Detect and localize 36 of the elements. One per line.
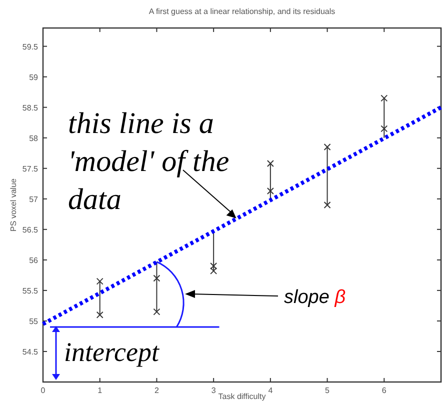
point <box>210 262 218 270</box>
y-tick-label: 57.5 <box>22 164 39 174</box>
y-tick-label: 55.5 <box>22 286 39 296</box>
point <box>324 144 331 151</box>
x-axis-title: Task difficulty <box>218 392 266 401</box>
y-tick-label: 59 <box>29 72 39 82</box>
x-tick-label: 1 <box>98 386 103 395</box>
point <box>380 125 388 132</box>
x-tick-label: 6 <box>382 386 387 395</box>
y-tick-label: 57 <box>29 194 39 204</box>
point <box>324 202 331 208</box>
point <box>210 267 218 274</box>
x-tick-label: 3 <box>211 386 216 395</box>
y-tick-label: 54.5 <box>22 347 39 356</box>
y-tick-label: 58.5 <box>22 103 39 112</box>
annotation: this line is a 'model' of the data <box>68 107 230 216</box>
annotation: slope β <box>284 287 346 308</box>
point <box>96 311 104 318</box>
point <box>380 94 388 102</box>
point <box>96 278 104 285</box>
y-axis-title: PS voxel value <box>9 178 18 232</box>
x-tick-label: 4 <box>268 386 274 395</box>
point <box>266 187 274 194</box>
point <box>153 308 160 316</box>
point <box>153 274 160 282</box>
y-tick-label: 56.5 <box>22 225 39 234</box>
x-tick-label: 5 <box>325 386 330 395</box>
y-tick-label: 55 <box>29 316 39 326</box>
point <box>266 160 274 167</box>
chart-title: A first guess at a linear relationship, and its residuals <box>148 7 336 16</box>
y-tick-label: 56 <box>29 256 39 265</box>
y-tick-label: 58 <box>29 134 39 143</box>
x-tick-label: 2 <box>154 386 160 395</box>
y-tick-label: 59.5 <box>22 42 39 52</box>
x-tick-label: 0 <box>40 386 46 395</box>
annotation: intercept <box>64 337 160 368</box>
